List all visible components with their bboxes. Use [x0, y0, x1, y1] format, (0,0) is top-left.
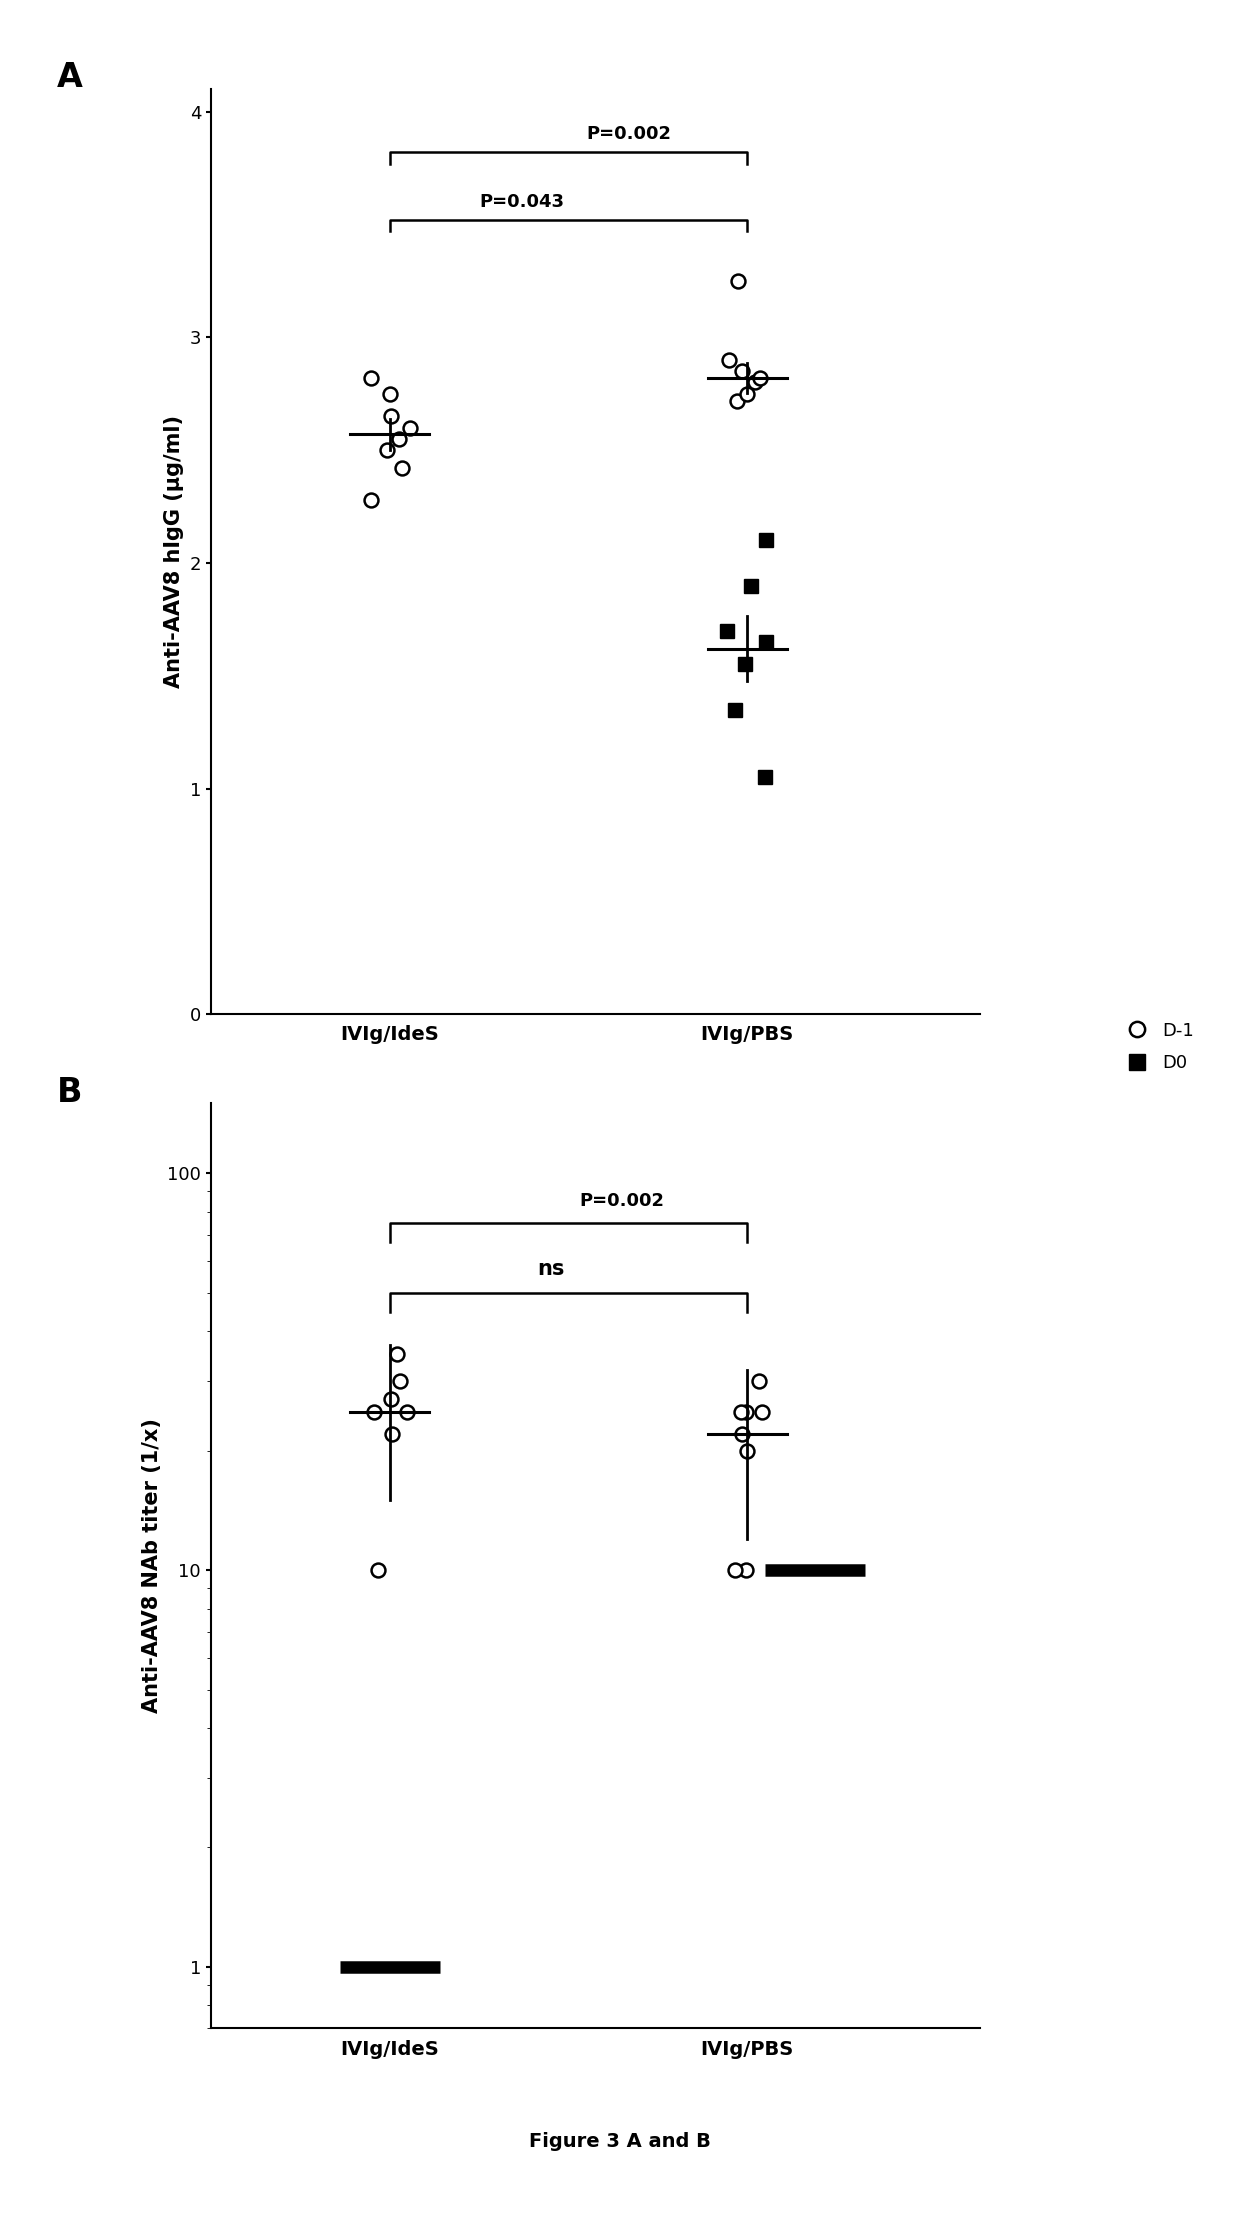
Text: A: A — [57, 62, 83, 94]
Text: ns: ns — [537, 1259, 564, 1279]
Legend: D-1, D0: D-1, D0 — [1112, 1014, 1202, 1079]
Text: P=0.043: P=0.043 — [479, 194, 564, 212]
Text: B: B — [57, 1077, 83, 1108]
Y-axis label: Anti-AAV8 hIgG (μg/ml): Anti-AAV8 hIgG (μg/ml) — [164, 415, 184, 689]
Text: Figure 3 A and B: Figure 3 A and B — [529, 2131, 711, 2151]
Y-axis label: Anti-AAV8 NAb titer (1/x): Anti-AAV8 NAb titer (1/x) — [141, 1418, 161, 1714]
Text: P=0.002: P=0.002 — [587, 125, 671, 143]
Text: P=0.002: P=0.002 — [579, 1193, 665, 1210]
